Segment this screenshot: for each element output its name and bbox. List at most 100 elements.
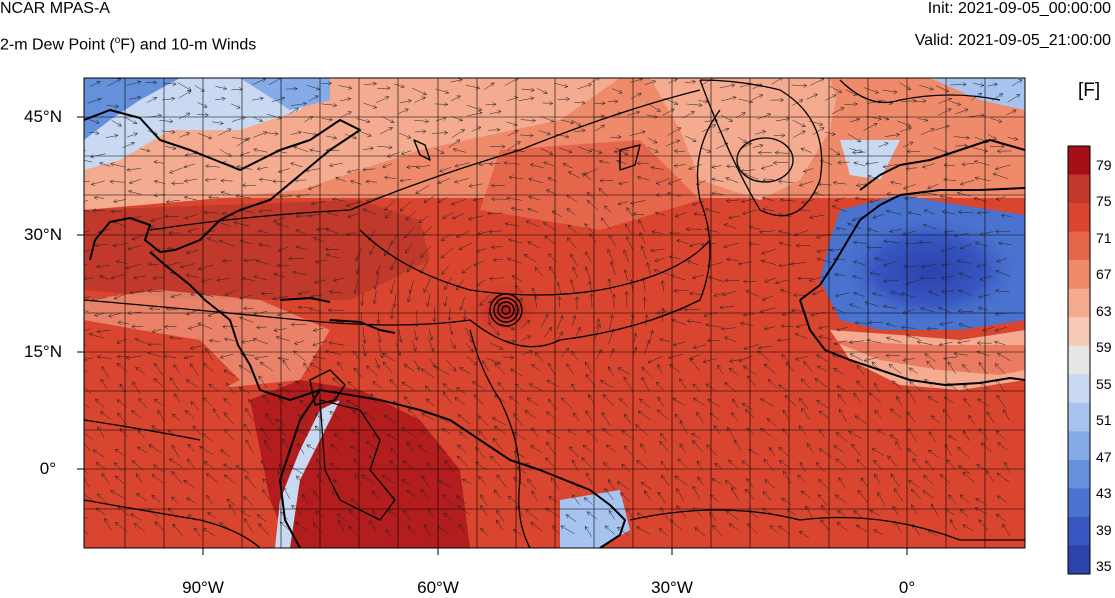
- wind-arrow: [524, 410, 537, 420]
- wind-arrow: [907, 211, 922, 216]
- wind-arrow: [272, 217, 286, 223]
- wind-arrow: [196, 112, 210, 118]
- wind-arrow: [151, 494, 161, 503]
- wind-arrow: [889, 228, 902, 234]
- wind-arrow: [480, 504, 488, 517]
- wind-arrow: [312, 340, 328, 347]
- wind-arrow: [831, 306, 845, 313]
- wind-arrow: [478, 476, 487, 485]
- wind-arrow: [1003, 409, 1010, 421]
- wind-arrow: [116, 399, 128, 408]
- wind-arrow: [307, 184, 322, 191]
- wind-arrow: [451, 129, 466, 138]
- wind-arrow: [332, 377, 344, 388]
- wind-arrow: [660, 474, 670, 486]
- wind-arrow: [890, 473, 901, 488]
- wind-arrow: [316, 458, 323, 469]
- wind-arrow: [390, 258, 397, 271]
- colorbar-label: 67: [1096, 266, 1112, 283]
- wind-arrow: [866, 115, 883, 121]
- wind-arrow: [330, 443, 343, 456]
- wind-arrow: [254, 355, 269, 361]
- wind-arrow: [815, 462, 825, 473]
- wind-arrow: [190, 291, 202, 296]
- wind-arrow: [545, 189, 557, 195]
- wind-arrow: [489, 342, 504, 350]
- wind-arrow: [161, 96, 176, 102]
- wind-arrow: [513, 451, 525, 458]
- wind-arrow: [551, 210, 562, 218]
- wind-arrow: [1011, 79, 1023, 87]
- wind-arrow: [152, 464, 164, 473]
- wind-arrow: [84, 158, 93, 163]
- wind-arrow: [974, 241, 988, 247]
- map-frame: [83, 77, 1026, 549]
- wind-arrow: [569, 253, 578, 266]
- wind-arrow: [948, 494, 958, 506]
- wind-arrow: [920, 128, 935, 136]
- wind-arrow: [978, 361, 988, 375]
- wind-arrow: [734, 439, 742, 452]
- wind-arrow: [215, 86, 228, 91]
- wind-arrow: [908, 367, 918, 374]
- wind-arrow: [104, 517, 112, 531]
- wind-arrow: [520, 133, 534, 138]
- wind-arrow: [757, 345, 772, 350]
- wind-arrow: [518, 96, 535, 102]
- wind-arrow: [625, 223, 632, 234]
- wind-arrow: [258, 177, 273, 182]
- wind-arrow: [720, 326, 736, 331]
- wind-arrow: [857, 489, 868, 503]
- wind-arrow: [194, 85, 205, 92]
- wind-arrow: [737, 261, 753, 266]
- wind-arrow: [531, 427, 539, 438]
- wind-arrow: [136, 446, 148, 454]
- wind-arrow: [818, 428, 826, 439]
- wind-arrow: [506, 121, 518, 127]
- wind-arrow: [511, 275, 523, 283]
- wind-arrow: [376, 96, 390, 103]
- wind-arrow: [117, 506, 130, 517]
- wind-arrow: [657, 396, 665, 407]
- wind-arrow: [378, 345, 384, 359]
- wind-arrow: [726, 257, 739, 262]
- wind-arrow: [87, 97, 102, 104]
- wind-arrow: [924, 353, 936, 362]
- wind-arrow: [508, 396, 520, 405]
- wind-arrow: [589, 293, 594, 308]
- wind-arrow: [957, 210, 974, 215]
- wind-arrow: [475, 461, 487, 470]
- wind-arrow: [713, 292, 724, 297]
- wind-arrow: [219, 353, 234, 359]
- wind-arrow: [856, 380, 865, 389]
- wind-arrow: [934, 124, 950, 131]
- wind-arrow: [873, 459, 882, 471]
- wind-arrow: [99, 411, 111, 420]
- wind-arrow: [930, 415, 940, 424]
- wind-arrow: [326, 135, 338, 140]
- wind-arrow: [302, 493, 309, 505]
- wind-arrow: [835, 458, 847, 469]
- wind-arrow: [933, 147, 949, 154]
- wind-arrow: [943, 177, 957, 182]
- wind-arrow: [668, 353, 683, 360]
- wind-arrow: [601, 427, 613, 437]
- wind-arrow: [116, 354, 129, 359]
- wind-arrow: [731, 486, 739, 501]
- subtitle-pre: 2-m Dew Point (: [0, 36, 115, 54]
- wind-arrow: [688, 164, 702, 170]
- wind-arrow: [785, 362, 795, 372]
- wind-arrow: [567, 171, 581, 179]
- wind-arrow: [290, 162, 303, 168]
- wind-arrow: [848, 430, 862, 439]
- wind-arrow: [818, 478, 829, 490]
- wind-arrow: [806, 442, 814, 453]
- wind-arrow: [278, 194, 293, 199]
- wind-arrow: [761, 249, 776, 255]
- wind-arrow: [864, 300, 879, 307]
- wind-arrow: [295, 245, 308, 250]
- colorbar-label: 59: [1096, 339, 1112, 356]
- wind-arrow: [544, 235, 556, 245]
- wind-arrow: [349, 179, 362, 185]
